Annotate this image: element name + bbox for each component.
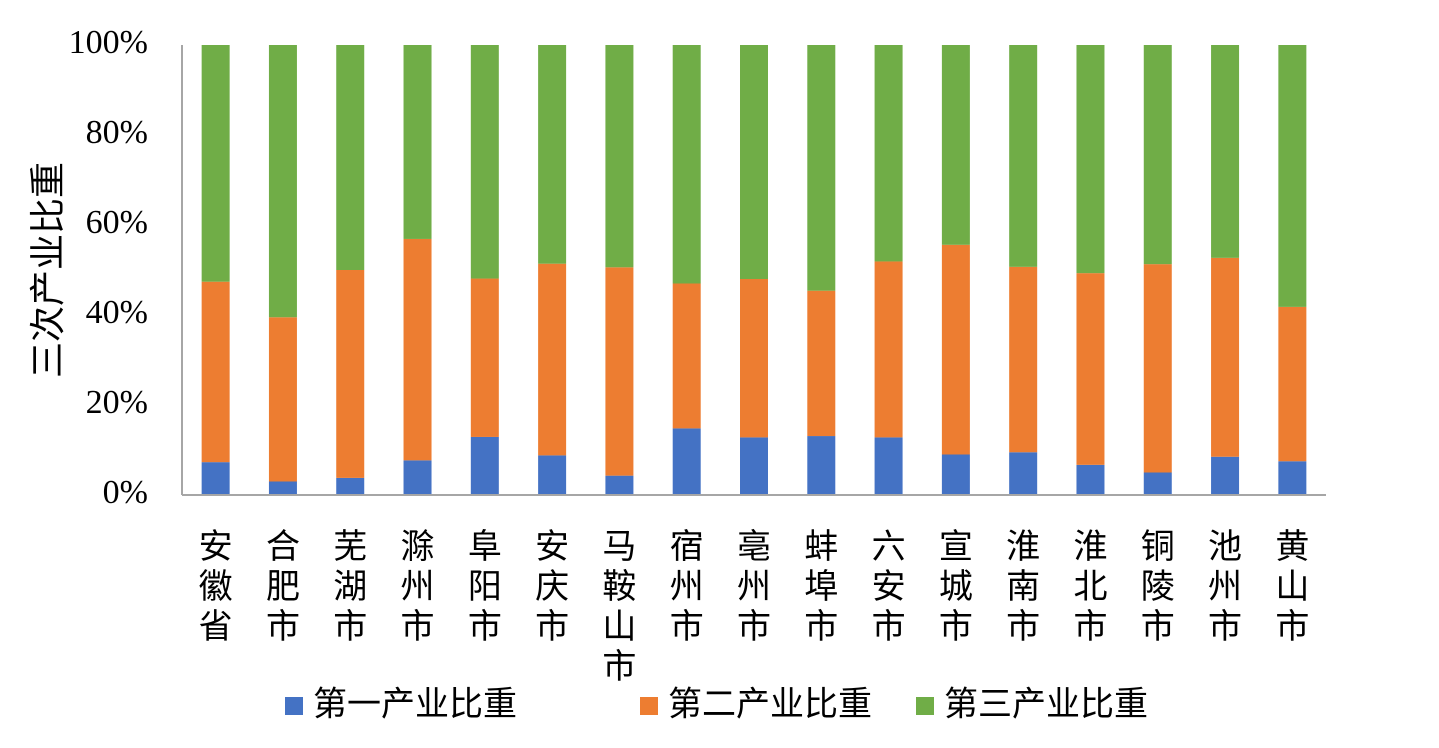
bar-segment-1 (538, 455, 567, 495)
bar-segment-3 (874, 45, 903, 262)
bar-segment-2 (201, 281, 230, 463)
bar-segment-2 (605, 267, 634, 476)
bar-segment-2 (1009, 266, 1038, 453)
bar-segment-1 (268, 481, 297, 495)
x-category-label: 宿州市 (670, 527, 704, 647)
bar-segment-2 (1076, 273, 1105, 465)
bar-segment-1 (605, 475, 634, 495)
legend-label-1: 第一产业比重 (313, 685, 517, 725)
bar-segment-3 (1211, 45, 1240, 258)
legend-label-2: 第二产业比重 (668, 685, 872, 725)
bar-segment-3 (336, 45, 365, 270)
bar-segment-2 (403, 238, 432, 461)
x-category-label: 滁州市 (401, 527, 435, 647)
bar-segment-1 (874, 437, 903, 495)
bar-segment-2 (1278, 306, 1307, 462)
legend-swatch-2 (640, 697, 658, 715)
x-category-label: 阜阳市 (468, 527, 502, 647)
y-tick-label: 20% (86, 384, 148, 421)
x-category-label: 安庆市 (535, 527, 569, 647)
bar-segment-1 (470, 436, 499, 495)
bar-segment-3 (605, 45, 634, 268)
bar-segment-3 (538, 45, 567, 264)
bar-segment-3 (1143, 45, 1172, 265)
x-category-label: 六安市 (872, 527, 906, 647)
axes (181, 45, 1326, 496)
x-category-label: 黄山市 (1275, 527, 1309, 647)
y-axis-label: 三次产业比重 (28, 162, 69, 378)
x-category-label: 安徽省 (199, 527, 233, 647)
bar-segment-1 (740, 437, 768, 495)
bar-segment-1 (1076, 464, 1105, 495)
y-tick-label: 60% (86, 204, 148, 241)
bar-segment-2 (268, 317, 297, 482)
y-tick-label: 100% (69, 24, 148, 61)
bar-segment-1 (1143, 472, 1172, 495)
bar-segment-2 (874, 261, 903, 438)
bar-segment-3 (470, 45, 499, 279)
x-category-label: 淮南市 (1006, 527, 1040, 647)
y-tick-label: 0% (103, 474, 148, 511)
bar-segment-1 (672, 428, 701, 495)
y-tick-label: 80% (86, 114, 148, 151)
x-category-label: 淮北市 (1073, 527, 1107, 647)
y-tick-label: 40% (86, 294, 148, 331)
bar-segment-3 (807, 45, 836, 291)
bar-segment-1 (1211, 456, 1240, 495)
bar-segment-3 (268, 45, 297, 318)
bar-segment-1 (336, 477, 365, 495)
bar-segment-3 (1009, 45, 1038, 267)
x-category-label: 亳州市 (737, 527, 771, 647)
bar-segment-2 (941, 244, 970, 455)
legend-swatch-1 (285, 697, 303, 715)
bar-segment-2 (672, 283, 701, 429)
bar-segment-2 (807, 290, 836, 437)
bar-segment-2 (1211, 257, 1240, 457)
bar-segment-1 (201, 462, 230, 495)
x-category-label: 池州市 (1208, 527, 1242, 647)
bars (201, 45, 1307, 495)
x-category-label: 马鞍山市 (602, 527, 636, 687)
bar-segment-2 (1143, 264, 1172, 473)
legend: 第一产业比重 第二产业比重 第三产业比重 (285, 685, 1148, 725)
x-axis-labels: 安徽省合肥市芜湖市滁州市阜阳市安庆市马鞍山市宿州市亳州市蚌埠市六安市宣城市淮南市… (199, 527, 1310, 687)
bar-segment-1 (941, 454, 970, 495)
bar-segment-3 (941, 45, 970, 245)
bar-segment-1 (403, 460, 432, 495)
legend-swatch-3 (916, 697, 934, 715)
bar-segment-3 (1076, 45, 1105, 274)
bar-segment-2 (538, 263, 567, 456)
bar-segment-3 (672, 45, 701, 284)
bar-segment-1 (1278, 461, 1307, 495)
x-category-label: 铜陵市 (1141, 527, 1175, 647)
bar-segment-3 (740, 45, 768, 279)
bar-segment-2 (740, 279, 768, 438)
legend-label-3: 第三产业比重 (944, 685, 1148, 725)
y-axis-ticks: 0% 20% 40% 60% 80% 100% (69, 24, 148, 511)
x-category-label: 蚌埠市 (804, 527, 838, 647)
x-category-label: 芜湖市 (333, 527, 367, 647)
bar-segment-3 (1278, 45, 1307, 307)
x-category-label: 合肥市 (266, 527, 300, 647)
bar-segment-2 (470, 278, 499, 437)
y-axis-title: 三次产业比重 (28, 162, 69, 378)
x-category-label: 宣城市 (939, 527, 973, 647)
bar-segment-3 (201, 45, 230, 282)
bar-segment-1 (807, 436, 836, 495)
bar-segment-2 (336, 270, 365, 478)
bar-segment-3 (403, 45, 432, 239)
bar-segment-1 (1009, 452, 1038, 495)
